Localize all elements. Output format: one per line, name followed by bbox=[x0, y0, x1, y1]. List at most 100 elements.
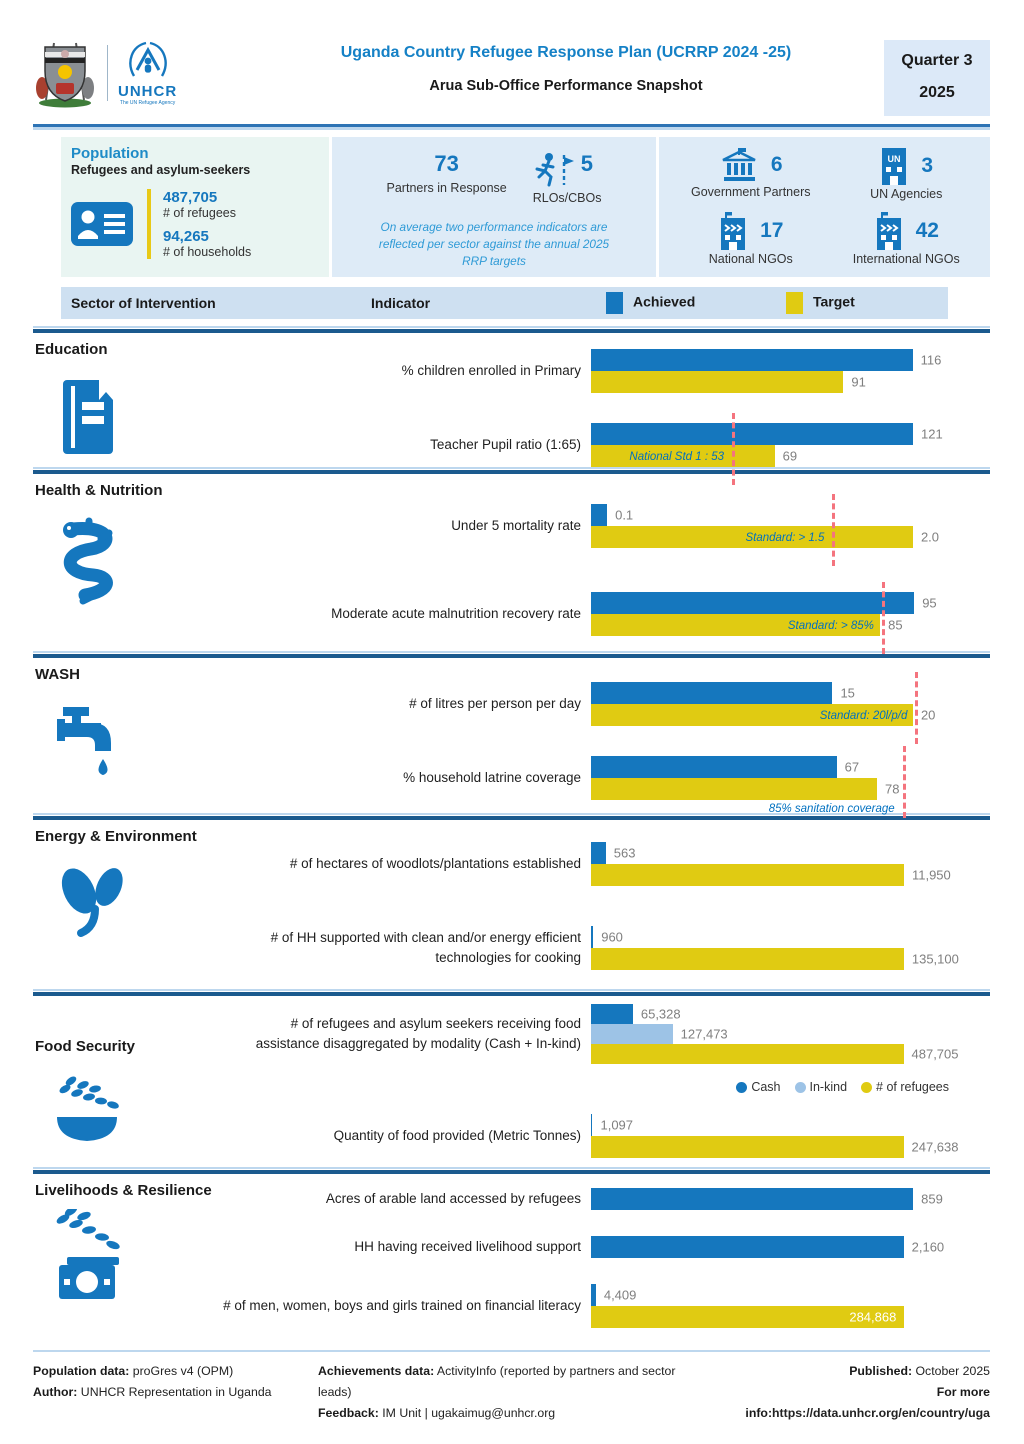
unhcr-wordmark: UNHCR bbox=[118, 83, 178, 100]
bar-canvas: 116 91 bbox=[591, 349, 941, 393]
reference-line bbox=[832, 494, 836, 566]
legend-item: In-kind bbox=[794, 1080, 847, 1094]
medical-snake-icon bbox=[49, 515, 250, 607]
indicator-line: technologies for cooking bbox=[435, 950, 581, 965]
id-card-icon bbox=[71, 202, 133, 246]
sector-title: WASH bbox=[35, 666, 80, 683]
reference-line bbox=[732, 413, 736, 485]
government-partners-label: Government Partners bbox=[691, 185, 811, 199]
un-agencies-value: 3 bbox=[921, 154, 934, 177]
footer-label: Author: bbox=[33, 1384, 78, 1399]
charts: # of hectares of woodlots/plantations es… bbox=[33, 820, 990, 970]
published-date: October 2025 bbox=[912, 1364, 990, 1378]
indicator-line: % household latrine coverage bbox=[403, 770, 581, 786]
indicator-line: HH having received livelihood support bbox=[354, 1239, 581, 1255]
partners-value: 73 bbox=[434, 151, 459, 176]
rlos-stat: 5 RLOs/CBOs bbox=[533, 151, 602, 205]
page-footer: Population data: proGres v4 (OPM) Author… bbox=[33, 1361, 990, 1424]
national-ngos-label: National NGOs bbox=[708, 252, 793, 266]
indicator-line: # of litres per person per day bbox=[409, 696, 581, 712]
note-line: reflected per sector against the annual … bbox=[378, 237, 610, 252]
sector-title: Education bbox=[35, 341, 108, 358]
bar-achieved: 2,160 bbox=[591, 1236, 944, 1258]
bar-value-label: 2,160 bbox=[911, 1239, 945, 1255]
sector-sections: Education % children enrolled in Primary 1… bbox=[33, 326, 990, 1348]
bar-achieved: 95 bbox=[591, 592, 937, 614]
quarter-box: Quarter 3 2025 bbox=[884, 40, 990, 116]
bar-value-label: 78 bbox=[885, 781, 900, 797]
achieved-label: Achieved bbox=[633, 293, 696, 310]
bar-canvas: 67 78 85% sanitation coverage bbox=[591, 746, 921, 818]
refugees-label: # of refugees bbox=[163, 206, 236, 220]
bar-target: 11,950 bbox=[591, 864, 951, 886]
chart-row: # of refugees and asylum seekers receivi… bbox=[33, 1004, 990, 1094]
header-rule bbox=[33, 124, 990, 127]
indicator-label: Under 5 mortality rate bbox=[33, 516, 591, 536]
indicator-line: Quantity of food provided (Metric Tonnes… bbox=[333, 1128, 581, 1144]
charts: Acres of arable land accessed by refugee… bbox=[33, 1174, 990, 1328]
rlos-label: RLOs/CBOs bbox=[532, 191, 602, 205]
footer-label: Published: bbox=[849, 1364, 913, 1378]
target-label: Target bbox=[813, 293, 855, 310]
achieved-swatch bbox=[606, 292, 623, 314]
bar-target: 78 bbox=[591, 778, 899, 800]
footer-value: proGres v4 (OPM) bbox=[129, 1364, 234, 1378]
indicator-line: Acres of arable land accessed by refugee… bbox=[325, 1191, 581, 1207]
bar-value-label: 95 bbox=[922, 595, 937, 611]
reference-line-label: National Std 1 : 53 bbox=[629, 451, 725, 463]
government-partners-value: 6 bbox=[770, 153, 783, 176]
bar-value-label: 65,328 bbox=[640, 1006, 681, 1022]
indicator-line: # of HH supported with clean and/or ener… bbox=[270, 930, 581, 946]
reference-line-label: 85% sanitation coverage bbox=[768, 803, 895, 815]
uganda-coat-of-arms bbox=[36, 42, 94, 108]
unhcr-emblem-icon bbox=[128, 41, 167, 77]
svg-text:UN: UN bbox=[888, 154, 901, 164]
indicator-line: Teacher Pupil ratio (1:65) bbox=[430, 437, 581, 453]
chart-row: # of HH supported with clean and/or ener… bbox=[33, 926, 990, 970]
un-agencies-stat: UN 3 UN Agencies bbox=[829, 147, 985, 212]
reference-line-label: Standard: 20l/p/d bbox=[819, 710, 908, 722]
section-health-nutrition: Health & Nutrition Under 5 mortality rate… bbox=[33, 467, 990, 654]
bar-canvas: 65,328 127,473 487,705 Cash In-kind # of refu… bbox=[591, 1004, 959, 1094]
bar-value-label: 284,868 bbox=[849, 1309, 897, 1325]
households-value: 94,265 bbox=[163, 228, 209, 245]
section-food-security: Food Security # of refugees and asylum se… bbox=[33, 989, 990, 1170]
national-ngo-icon bbox=[721, 212, 746, 250]
bar-value-label: 11,950 bbox=[911, 867, 951, 883]
partners-panel: 73 Partners in Response 5 bbox=[332, 137, 656, 277]
sector-head: Energy & Environment bbox=[35, 828, 250, 947]
chart-row: % children enrolled in Primary 116 91 bbox=[33, 349, 990, 393]
national-ngos-stat: 17 National NGOs bbox=[673, 212, 829, 277]
chart-row: # of litres per person per day 15 20 Standa… bbox=[33, 672, 990, 744]
water-tap-icon bbox=[49, 699, 250, 781]
bar-value-label: 121 bbox=[921, 426, 943, 442]
bar-value-label: 116 bbox=[920, 352, 942, 368]
legend-item-label: Cash bbox=[751, 1080, 781, 1094]
unhcr-logo: UNHCR The UN Refugee Agency bbox=[118, 40, 177, 106]
chart-row: Moderate acute malnutrition recovery rat… bbox=[33, 582, 990, 654]
bar-canvas: 563 11,950 bbox=[591, 842, 951, 886]
sector-head: Education bbox=[35, 341, 250, 460]
stats-band: Population Refugees and asylum-seekers 4… bbox=[33, 137, 990, 277]
section-wash: WASH # of litres per person per day 15 20 St… bbox=[33, 651, 990, 818]
government-partners-stat: 6 Government Partners bbox=[673, 147, 829, 212]
reference-line-label: Standard: > 85% bbox=[787, 620, 874, 632]
indicator-label: HH having received livelihood support bbox=[33, 1237, 591, 1257]
bar-canvas: 95 85 Standard: > 85% bbox=[591, 582, 937, 654]
feedback-email[interactable]: IM Unit | ugakaimug@unhcr.org bbox=[378, 1405, 556, 1420]
international-ngos-value: 42 bbox=[915, 219, 939, 242]
plant-icon bbox=[49, 861, 250, 947]
section-education: Education % children enrolled in Primary 1… bbox=[33, 326, 990, 485]
chart-row: Acres of arable land accessed by refugee… bbox=[33, 1188, 990, 1210]
indicator-line: Moderate acute malnutrition recovery rat… bbox=[331, 606, 581, 622]
sector-column-header: Sector of Intervention bbox=[71, 295, 216, 311]
titles: Uganda Country Refugee Response Plan (UC… bbox=[248, 38, 884, 94]
footer-value: UNHCR Representation in Uganda bbox=[77, 1384, 272, 1399]
households-label: # of households bbox=[163, 245, 252, 259]
bar-canvas: 859 bbox=[591, 1188, 943, 1210]
legend-dot bbox=[736, 1081, 748, 1093]
wheat-money-icon bbox=[49, 1209, 250, 1307]
more-info-link[interactable]: https://data.unhcr.org/en/country/uga bbox=[772, 1405, 990, 1420]
international-ngos-label: International NGOs bbox=[852, 252, 960, 266]
sector-head: Food Security bbox=[35, 1038, 250, 1149]
